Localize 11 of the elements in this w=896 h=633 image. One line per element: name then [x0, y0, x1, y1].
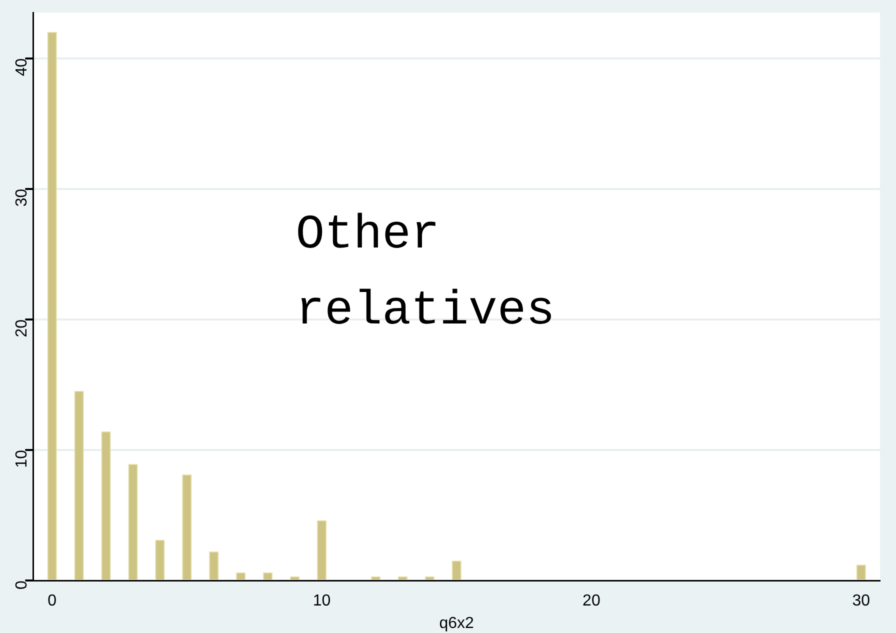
x-tick-label: 0 — [48, 592, 57, 610]
y-tick-label: 10 — [14, 450, 31, 468]
y-tick-label: 0 — [14, 580, 31, 590]
y-tick-label: 40 — [14, 58, 31, 76]
annotation: Other relatives — [296, 208, 555, 339]
x-axis-title: q6x2 — [439, 614, 474, 632]
x-tick-label: 10 — [312, 592, 331, 610]
x-tick-label: 30 — [852, 592, 870, 610]
x-tick-label: 20 — [582, 592, 600, 610]
y-tick-label: 20 — [14, 319, 31, 338]
y-tick-label: 30 — [14, 188, 31, 207]
